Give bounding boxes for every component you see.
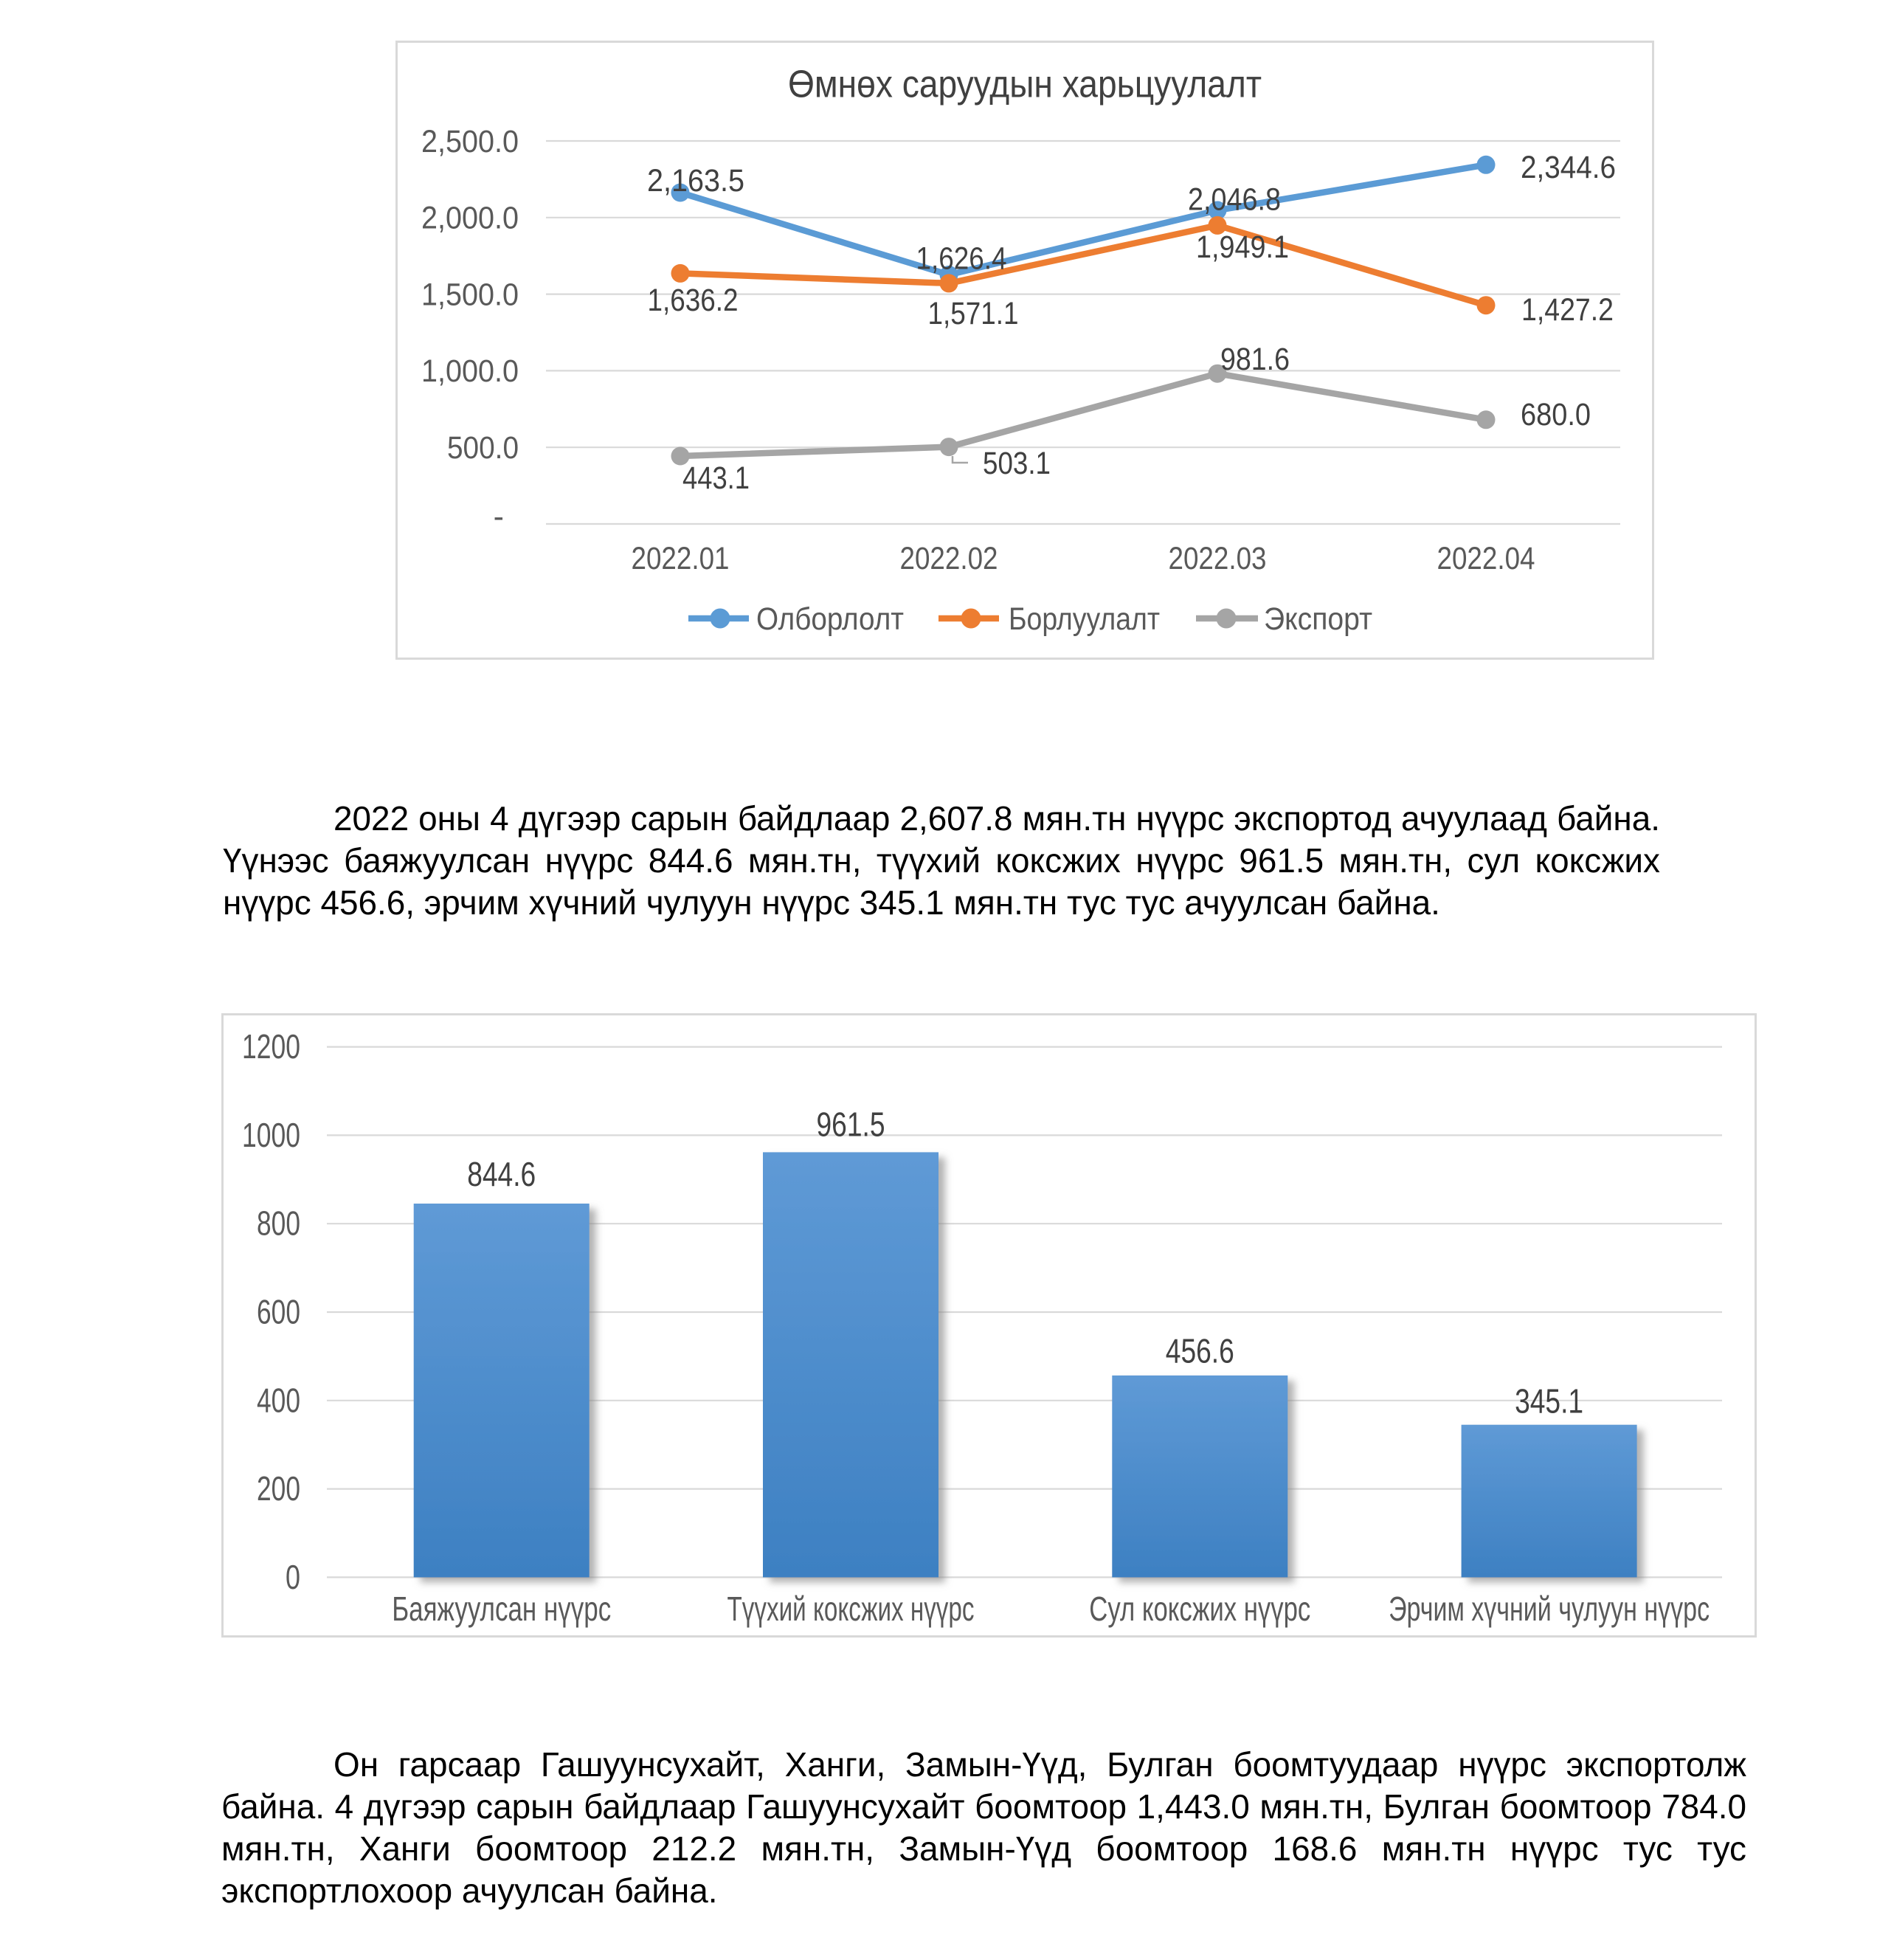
svg-text:800: 800	[257, 1204, 300, 1243]
svg-text:Түүхий коксжих нүүрс: Түүхий коксжих нүүрс	[727, 1590, 975, 1628]
svg-text:1,427.2: 1,427.2	[1521, 292, 1614, 328]
svg-text:503.1: 503.1	[983, 446, 1051, 481]
svg-text:345.1: 345.1	[1515, 1382, 1583, 1421]
svg-text:844.6: 844.6	[467, 1155, 536, 1193]
svg-text:961.5: 961.5	[817, 1105, 885, 1144]
svg-text:Борлуулалт: Борлуулалт	[1009, 601, 1160, 637]
svg-text:1,500.0: 1,500.0	[421, 277, 519, 312]
svg-text:2,344.6: 2,344.6	[1521, 150, 1616, 185]
svg-text:Эрчим хүчний чулуун нүүрс: Эрчим хүчний чулуун нүүрс	[1389, 1590, 1710, 1628]
svg-text:1000: 1000	[242, 1116, 300, 1154]
svg-text:1,626.4: 1,626.4	[916, 241, 1007, 276]
svg-text:Өмнөх саруудын харьцуулалт: Өмнөх саруудын харьцуулалт	[788, 62, 1262, 105]
svg-text:1,949.1: 1,949.1	[1196, 230, 1289, 265]
svg-text:0: 0	[286, 1558, 300, 1596]
svg-text:456.6: 456.6	[1166, 1332, 1234, 1370]
svg-text:500.0: 500.0	[447, 430, 519, 466]
svg-text:2,046.8: 2,046.8	[1188, 182, 1281, 217]
svg-text:-: -	[494, 499, 504, 534]
svg-text:1,636.2: 1,636.2	[648, 283, 739, 318]
svg-text:1,571.1: 1,571.1	[928, 296, 1019, 331]
svg-text:Баяжуулсан нүүрс: Баяжуулсан нүүрс	[392, 1590, 611, 1628]
svg-text:1200: 1200	[242, 1027, 300, 1066]
svg-text:2,163.5: 2,163.5	[647, 163, 744, 199]
svg-text:2,000.0: 2,000.0	[421, 201, 519, 236]
svg-text:1,000.0: 1,000.0	[421, 353, 519, 389]
svg-text:2022.01: 2022.01	[632, 541, 730, 576]
svg-text:Олборлолт: Олборлолт	[756, 601, 904, 637]
svg-text:Сул коксжих нүүрс: Сул коксжих нүүрс	[1089, 1590, 1310, 1628]
svg-text:2,500.0: 2,500.0	[421, 124, 519, 159]
svg-text:Экспорт: Экспорт	[1264, 601, 1372, 637]
svg-text:2022.04: 2022.04	[1437, 541, 1535, 576]
svg-text:680.0: 680.0	[1521, 397, 1591, 432]
svg-text:443.1: 443.1	[682, 460, 750, 496]
svg-text:2022.02: 2022.02	[900, 541, 998, 576]
svg-text:200: 200	[257, 1469, 300, 1508]
svg-text:2022.03: 2022.03	[1169, 541, 1267, 576]
svg-text:981.6: 981.6	[1220, 342, 1290, 377]
svg-text:400: 400	[257, 1381, 300, 1419]
svg-text:600: 600	[257, 1293, 300, 1331]
